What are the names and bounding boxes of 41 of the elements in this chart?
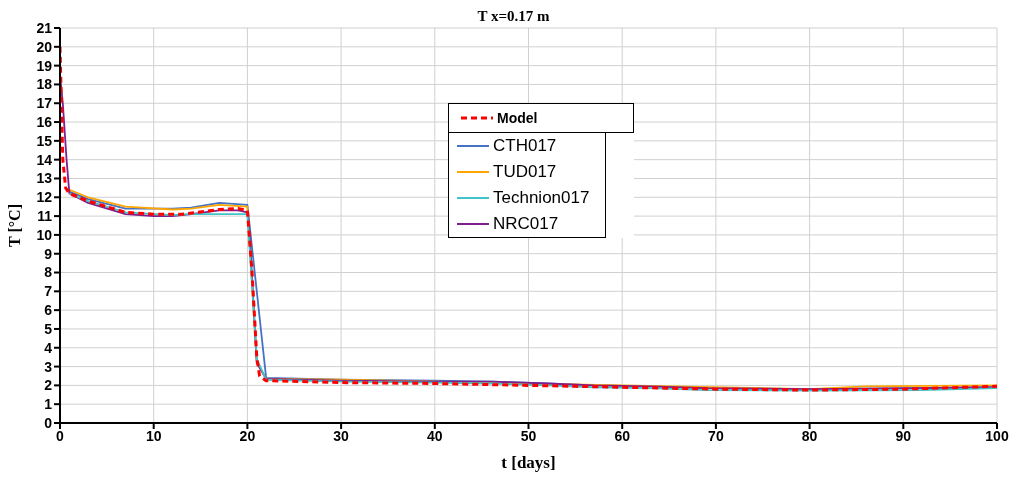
y-tick-label: 2 [44, 377, 53, 394]
x-tick-label: 20 [239, 427, 256, 444]
y-axis-title: T [°C] [5, 204, 23, 247]
y-tick-label: 19 [36, 57, 53, 74]
chart-title: T x=0.17 m [477, 8, 550, 24]
y-tick-label: 9 [44, 245, 53, 262]
y-tick-label: 12 [36, 189, 53, 206]
x-tick-label: 100 [985, 427, 1009, 444]
y-tick-label: 21 [36, 19, 53, 36]
x-tick-label: 70 [708, 427, 724, 444]
x-axis-title: t [days] [501, 453, 556, 472]
y-tick-label: 13 [36, 170, 53, 187]
y-tick-label: 3 [44, 358, 53, 375]
x-tick-label: 10 [145, 427, 162, 444]
y-tick-label: 18 [36, 76, 53, 93]
y-tick-label: 6 [44, 302, 53, 319]
y-tick-label: 1 [44, 396, 53, 413]
legend-label: TUD017 [493, 162, 557, 182]
y-tick-label: 8 [44, 264, 53, 281]
y-tick-label: 14 [36, 151, 53, 168]
x-tick-label: 0 [56, 427, 65, 444]
y-tick-label: 4 [44, 339, 53, 356]
y-tick-label: 7 [44, 283, 53, 300]
x-tick-label: 30 [333, 427, 350, 444]
y-tick-label: 16 [36, 114, 53, 131]
x-tick-label: 60 [614, 427, 631, 444]
y-tick-label: 10 [36, 226, 53, 243]
legend-label: CTH017 [493, 136, 557, 156]
y-tick-label: 11 [37, 208, 53, 225]
x-tick-label: 80 [801, 427, 818, 444]
y-tick-label: 15 [36, 132, 53, 149]
y-tick-label: 5 [44, 320, 53, 337]
legend-label: NRC017 [493, 214, 559, 234]
legend-label: Technion017 [493, 188, 590, 208]
x-tick-label: 40 [427, 427, 443, 444]
y-tick-label: 20 [36, 38, 53, 55]
y-tick-label: 0 [44, 414, 53, 431]
x-tick-label: 90 [895, 427, 912, 444]
x-tick-label: 50 [520, 427, 537, 444]
legend-label: Model [497, 110, 538, 126]
y-tick-label: 17 [36, 95, 53, 112]
